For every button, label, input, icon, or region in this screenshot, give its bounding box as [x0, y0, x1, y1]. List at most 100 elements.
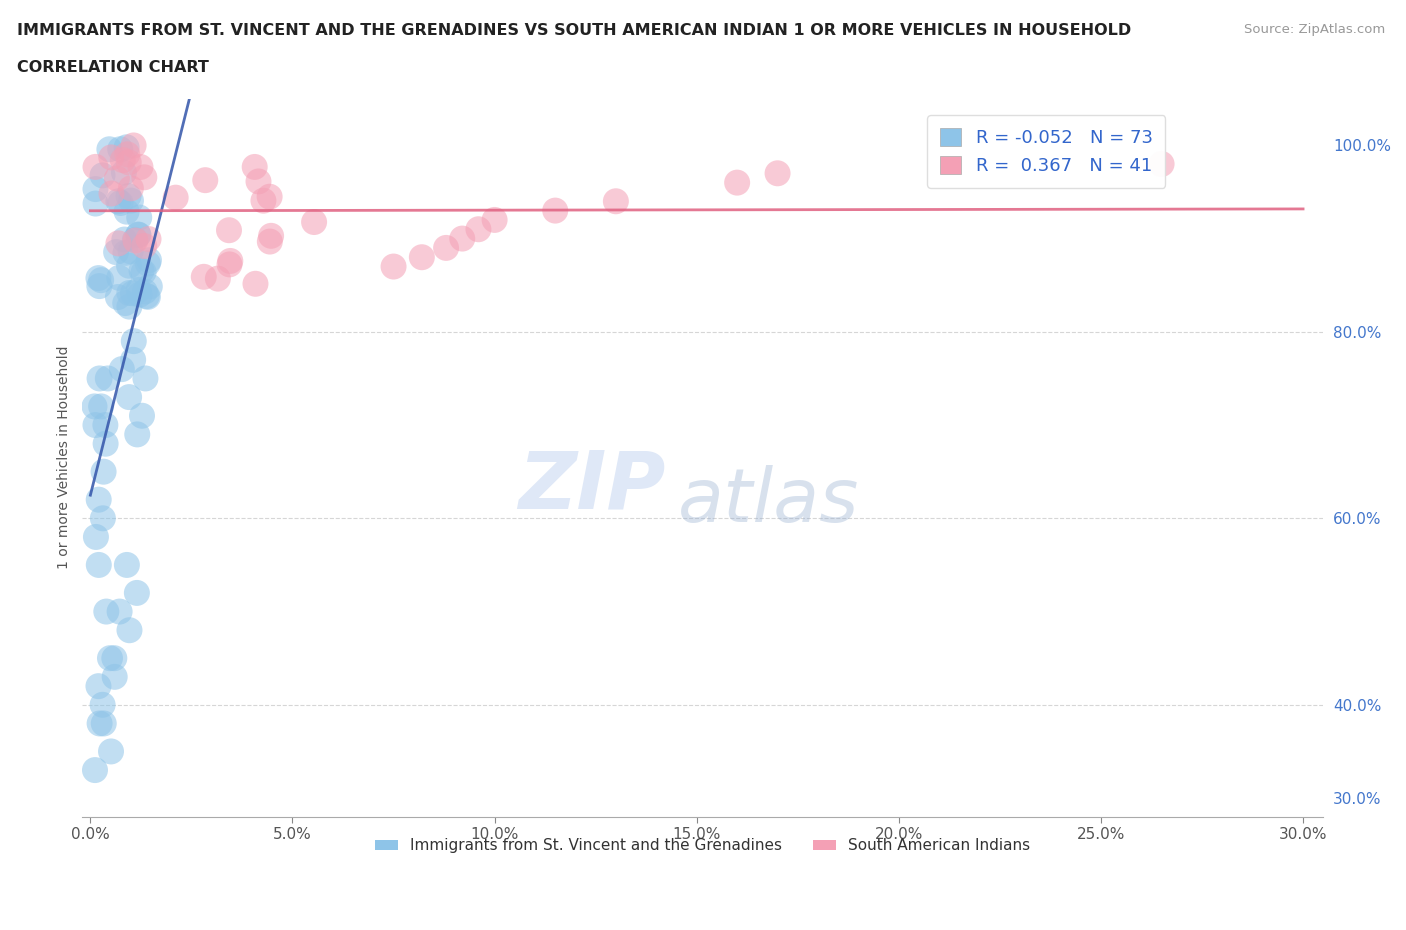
- Point: [107, 236, 129, 251]
- Point: [382, 259, 405, 274]
- Point: [131, 408, 153, 423]
- Text: ZIP: ZIP: [519, 447, 665, 525]
- Point: [725, 175, 748, 190]
- Point: [108, 604, 131, 619]
- Point: [131, 263, 153, 278]
- Point: [94, 436, 117, 451]
- Point: [259, 190, 281, 205]
- Point: [134, 284, 156, 299]
- Point: [467, 222, 489, 237]
- Point: [94, 418, 117, 432]
- Point: [91, 168, 114, 183]
- Point: [120, 244, 142, 259]
- Point: [110, 195, 132, 210]
- Point: [302, 215, 325, 230]
- Point: [115, 557, 138, 572]
- Point: [90, 272, 112, 287]
- Point: [96, 604, 118, 619]
- Point: [83, 399, 105, 414]
- Point: [107, 193, 129, 208]
- Point: [89, 371, 111, 386]
- Point: [128, 283, 150, 298]
- Point: [90, 399, 112, 414]
- Point: [124, 233, 146, 248]
- Point: [207, 272, 229, 286]
- Point: [218, 223, 240, 238]
- Point: [544, 203, 567, 218]
- Point: [122, 138, 145, 153]
- Point: [97, 371, 120, 386]
- Point: [108, 271, 131, 286]
- Point: [118, 390, 141, 405]
- Point: [93, 464, 115, 479]
- Point: [112, 232, 135, 247]
- Point: [89, 279, 111, 294]
- Point: [107, 289, 129, 304]
- Point: [93, 716, 115, 731]
- Point: [122, 334, 145, 349]
- Point: [136, 256, 159, 271]
- Point: [118, 259, 141, 273]
- Point: [105, 245, 128, 259]
- Text: Source: ZipAtlas.com: Source: ZipAtlas.com: [1244, 23, 1385, 36]
- Point: [122, 286, 145, 300]
- Point: [98, 142, 121, 157]
- Point: [105, 171, 128, 186]
- Point: [115, 140, 138, 154]
- Point: [120, 193, 142, 208]
- Point: [243, 160, 266, 175]
- Point: [260, 229, 283, 244]
- Point: [193, 270, 215, 285]
- Point: [84, 196, 107, 211]
- Point: [103, 651, 125, 666]
- Point: [115, 205, 138, 219]
- Point: [124, 232, 146, 247]
- Point: [134, 371, 156, 386]
- Text: CORRELATION CHART: CORRELATION CHART: [17, 60, 208, 75]
- Point: [87, 492, 110, 507]
- Point: [89, 716, 111, 731]
- Point: [125, 586, 148, 601]
- Point: [127, 227, 149, 242]
- Point: [128, 210, 150, 225]
- Point: [138, 232, 160, 246]
- Point: [411, 250, 433, 265]
- Point: [87, 679, 110, 694]
- Point: [139, 279, 162, 294]
- Point: [118, 286, 141, 300]
- Point: [605, 193, 627, 208]
- Point: [136, 289, 159, 304]
- Point: [135, 288, 157, 303]
- Point: [91, 698, 114, 712]
- Point: [134, 239, 156, 254]
- Point: [219, 254, 242, 269]
- Point: [100, 744, 122, 759]
- Point: [118, 623, 141, 638]
- Point: [259, 234, 281, 249]
- Point: [114, 246, 136, 260]
- Point: [118, 155, 141, 170]
- Point: [132, 265, 155, 280]
- Point: [120, 181, 142, 196]
- Point: [127, 427, 149, 442]
- Point: [112, 166, 135, 180]
- Point: [87, 271, 110, 286]
- Point: [104, 670, 127, 684]
- Point: [218, 257, 240, 272]
- Point: [84, 529, 107, 544]
- Point: [194, 173, 217, 188]
- Point: [127, 228, 149, 243]
- Y-axis label: 1 or more Vehicles in Household: 1 or more Vehicles in Household: [58, 346, 72, 569]
- Point: [111, 153, 134, 167]
- Point: [100, 186, 122, 201]
- Point: [117, 147, 139, 162]
- Point: [245, 276, 267, 291]
- Point: [84, 418, 107, 432]
- Point: [114, 296, 136, 311]
- Point: [118, 299, 141, 314]
- Point: [134, 170, 156, 185]
- Point: [84, 181, 107, 196]
- Point: [91, 511, 114, 525]
- Point: [1150, 156, 1173, 171]
- Point: [111, 362, 134, 377]
